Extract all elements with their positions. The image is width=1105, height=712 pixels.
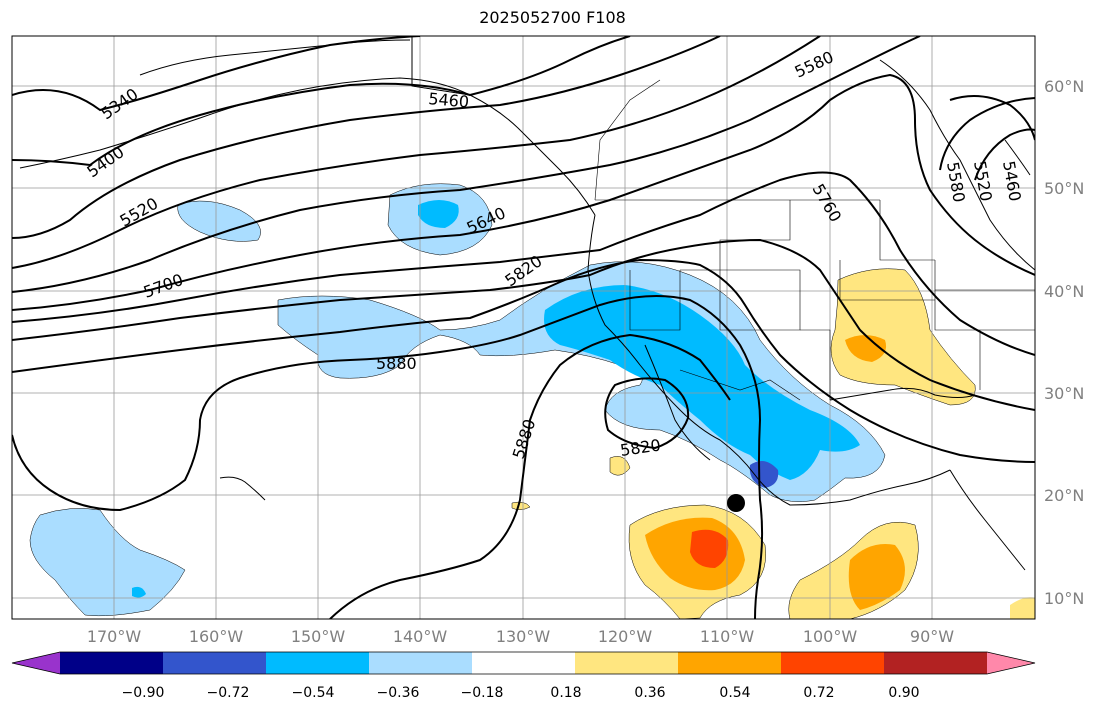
map-panel: [12, 36, 1035, 619]
pos-area-plains: [830, 268, 976, 406]
contour-5820: [12, 258, 1035, 463]
map-title: 2025052700 F108: [479, 8, 626, 27]
colorbar-segment: [369, 652, 473, 674]
lat-label-30: 30°N: [1044, 384, 1084, 403]
neg-peak-mexico: [749, 461, 779, 488]
colorbar-tick-labels: −0.90 −0.72 −0.54 −0.36 −0.18 0.18 0.36 …: [122, 685, 920, 701]
pos-core-plains: [845, 335, 887, 362]
colorbar: [11, 651, 1036, 675]
pos-core-central-america: [848, 544, 905, 610]
colorbar-tick-label: −0.72: [207, 685, 250, 701]
longitude-labels: 170°W 160°W 150°W 140°W 130°W 120°W 110°…: [87, 627, 954, 646]
colorbar-tick-label: −0.54: [292, 685, 335, 701]
lon-label-140w: 140°W: [393, 627, 448, 646]
colorbar-tick-label: 0.54: [719, 685, 750, 701]
contour-5640: [12, 73, 1035, 311]
colorbar-tick-label: 0.90: [888, 685, 919, 701]
colorbar-tick-label: −0.90: [122, 685, 165, 701]
neg-core-sw-corner: [132, 586, 146, 598]
lat-label-10: 10°N: [1044, 589, 1084, 608]
contour-east-2: [939, 97, 1035, 171]
lon-label-120w: 120°W: [598, 627, 653, 646]
contour-5400: [12, 36, 631, 167]
contour-5520: [12, 36, 821, 269]
contour-5880-inner: [329, 333, 731, 619]
colorbar-segment: [781, 652, 885, 674]
pos-small-3: [1010, 597, 1035, 619]
colorbar-segment: [163, 652, 267, 674]
lon-label-100w: 100°W: [803, 627, 858, 646]
colorbar-segment: [575, 652, 679, 674]
coastlines: [19, 36, 1035, 571]
storm-marker: [727, 494, 745, 512]
lat-label-50: 50°N: [1044, 179, 1084, 198]
map-frame: [11, 35, 1036, 620]
contour-label: 5880: [376, 354, 417, 373]
height-contours: [12, 36, 1035, 619]
colorbar-tick-label: 0.72: [803, 685, 834, 701]
lon-label-160w: 160°W: [189, 627, 244, 646]
colorbar-outline: [11, 651, 1036, 675]
latitude-labels: 60°N 50°N 40°N 30°N 20°N 10°N: [1044, 77, 1084, 608]
lat-label-60: 60°N: [1044, 77, 1084, 96]
contour-east-3: [974, 128, 1035, 181]
contour-5340: [12, 36, 421, 112]
lon-label-110w: 110°W: [700, 627, 755, 646]
colorbar-segment: [472, 652, 576, 674]
neg-core-gulf-alaska: [418, 200, 459, 228]
colorbar-extend-high: [987, 652, 1035, 674]
anomaly-shading: [29, 183, 1035, 619]
lat-label-40: 40°N: [1044, 282, 1084, 301]
contour-5700: [12, 171, 1035, 356]
lon-label-170w: 170°W: [87, 627, 142, 646]
contour-5820-closed: [604, 377, 690, 450]
colorbar-extend-low: [12, 652, 60, 674]
colorbar-tick-label: −0.18: [461, 685, 504, 701]
lon-label-90w: 90°W: [910, 627, 954, 646]
colorbar-segment: [266, 652, 370, 674]
contour-5460: [12, 36, 721, 239]
colorbar-tick-label: 0.18: [550, 685, 581, 701]
lon-label-150w: 150°W: [291, 627, 346, 646]
contour-5760: [12, 238, 1035, 411]
colorbar-segment: [884, 652, 988, 674]
colorbar-tick-label: −0.36: [377, 685, 420, 701]
contour-label: 5460: [428, 89, 470, 111]
pos-core-mexico-pacific: [690, 529, 729, 568]
neg-area-sw-corner: [29, 508, 186, 617]
lon-label-130w: 130°W: [496, 627, 551, 646]
neg-core-central-pacific: [544, 285, 860, 480]
colorbar-segment: [678, 652, 782, 674]
lat-label-20: 20°N: [1044, 486, 1084, 505]
colorbar-tick-label: 0.36: [634, 685, 665, 701]
contour-5880-outer: [12, 295, 764, 619]
contour-5580: [12, 36, 921, 293]
colorbar-segment: [60, 652, 164, 674]
